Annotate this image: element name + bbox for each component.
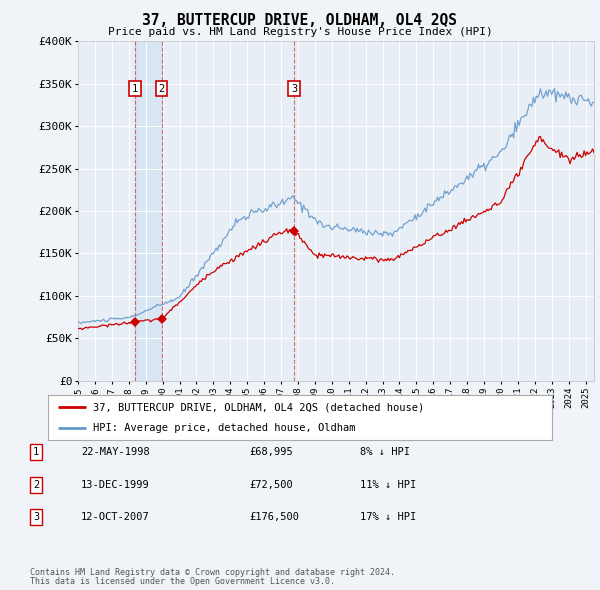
Text: This data is licensed under the Open Government Licence v3.0.: This data is licensed under the Open Gov… [30, 578, 335, 586]
Bar [135, 41, 162, 381]
Text: 12-OCT-2007: 12-OCT-2007 [81, 512, 150, 522]
Text: Price paid vs. HM Land Registry's House Price Index (HPI): Price paid vs. HM Land Registry's House … [107, 27, 493, 37]
Text: 3: 3 [33, 512, 39, 522]
Text: 3: 3 [291, 84, 298, 94]
Text: 8% ↓ HPI: 8% ↓ HPI [360, 447, 410, 457]
Text: 37, BUTTERCUP DRIVE, OLDHAM, OL4 2QS (detached house): 37, BUTTERCUP DRIVE, OLDHAM, OL4 2QS (de… [94, 402, 425, 412]
Text: 17% ↓ HPI: 17% ↓ HPI [360, 512, 416, 522]
Text: 37, BUTTERCUP DRIVE, OLDHAM, OL4 2QS: 37, BUTTERCUP DRIVE, OLDHAM, OL4 2QS [143, 13, 458, 28]
Text: £68,995: £68,995 [249, 447, 293, 457]
Text: 13-DEC-1999: 13-DEC-1999 [81, 480, 150, 490]
Text: £72,500: £72,500 [249, 480, 293, 490]
Text: 2: 2 [158, 84, 165, 94]
Text: Contains HM Land Registry data © Crown copyright and database right 2024.: Contains HM Land Registry data © Crown c… [30, 568, 395, 577]
Text: £176,500: £176,500 [249, 512, 299, 522]
Text: 11% ↓ HPI: 11% ↓ HPI [360, 480, 416, 490]
Text: HPI: Average price, detached house, Oldham: HPI: Average price, detached house, Oldh… [94, 422, 356, 432]
Text: 2: 2 [33, 480, 39, 490]
Text: 1: 1 [33, 447, 39, 457]
Text: 22-MAY-1998: 22-MAY-1998 [81, 447, 150, 457]
Text: 1: 1 [132, 84, 139, 94]
